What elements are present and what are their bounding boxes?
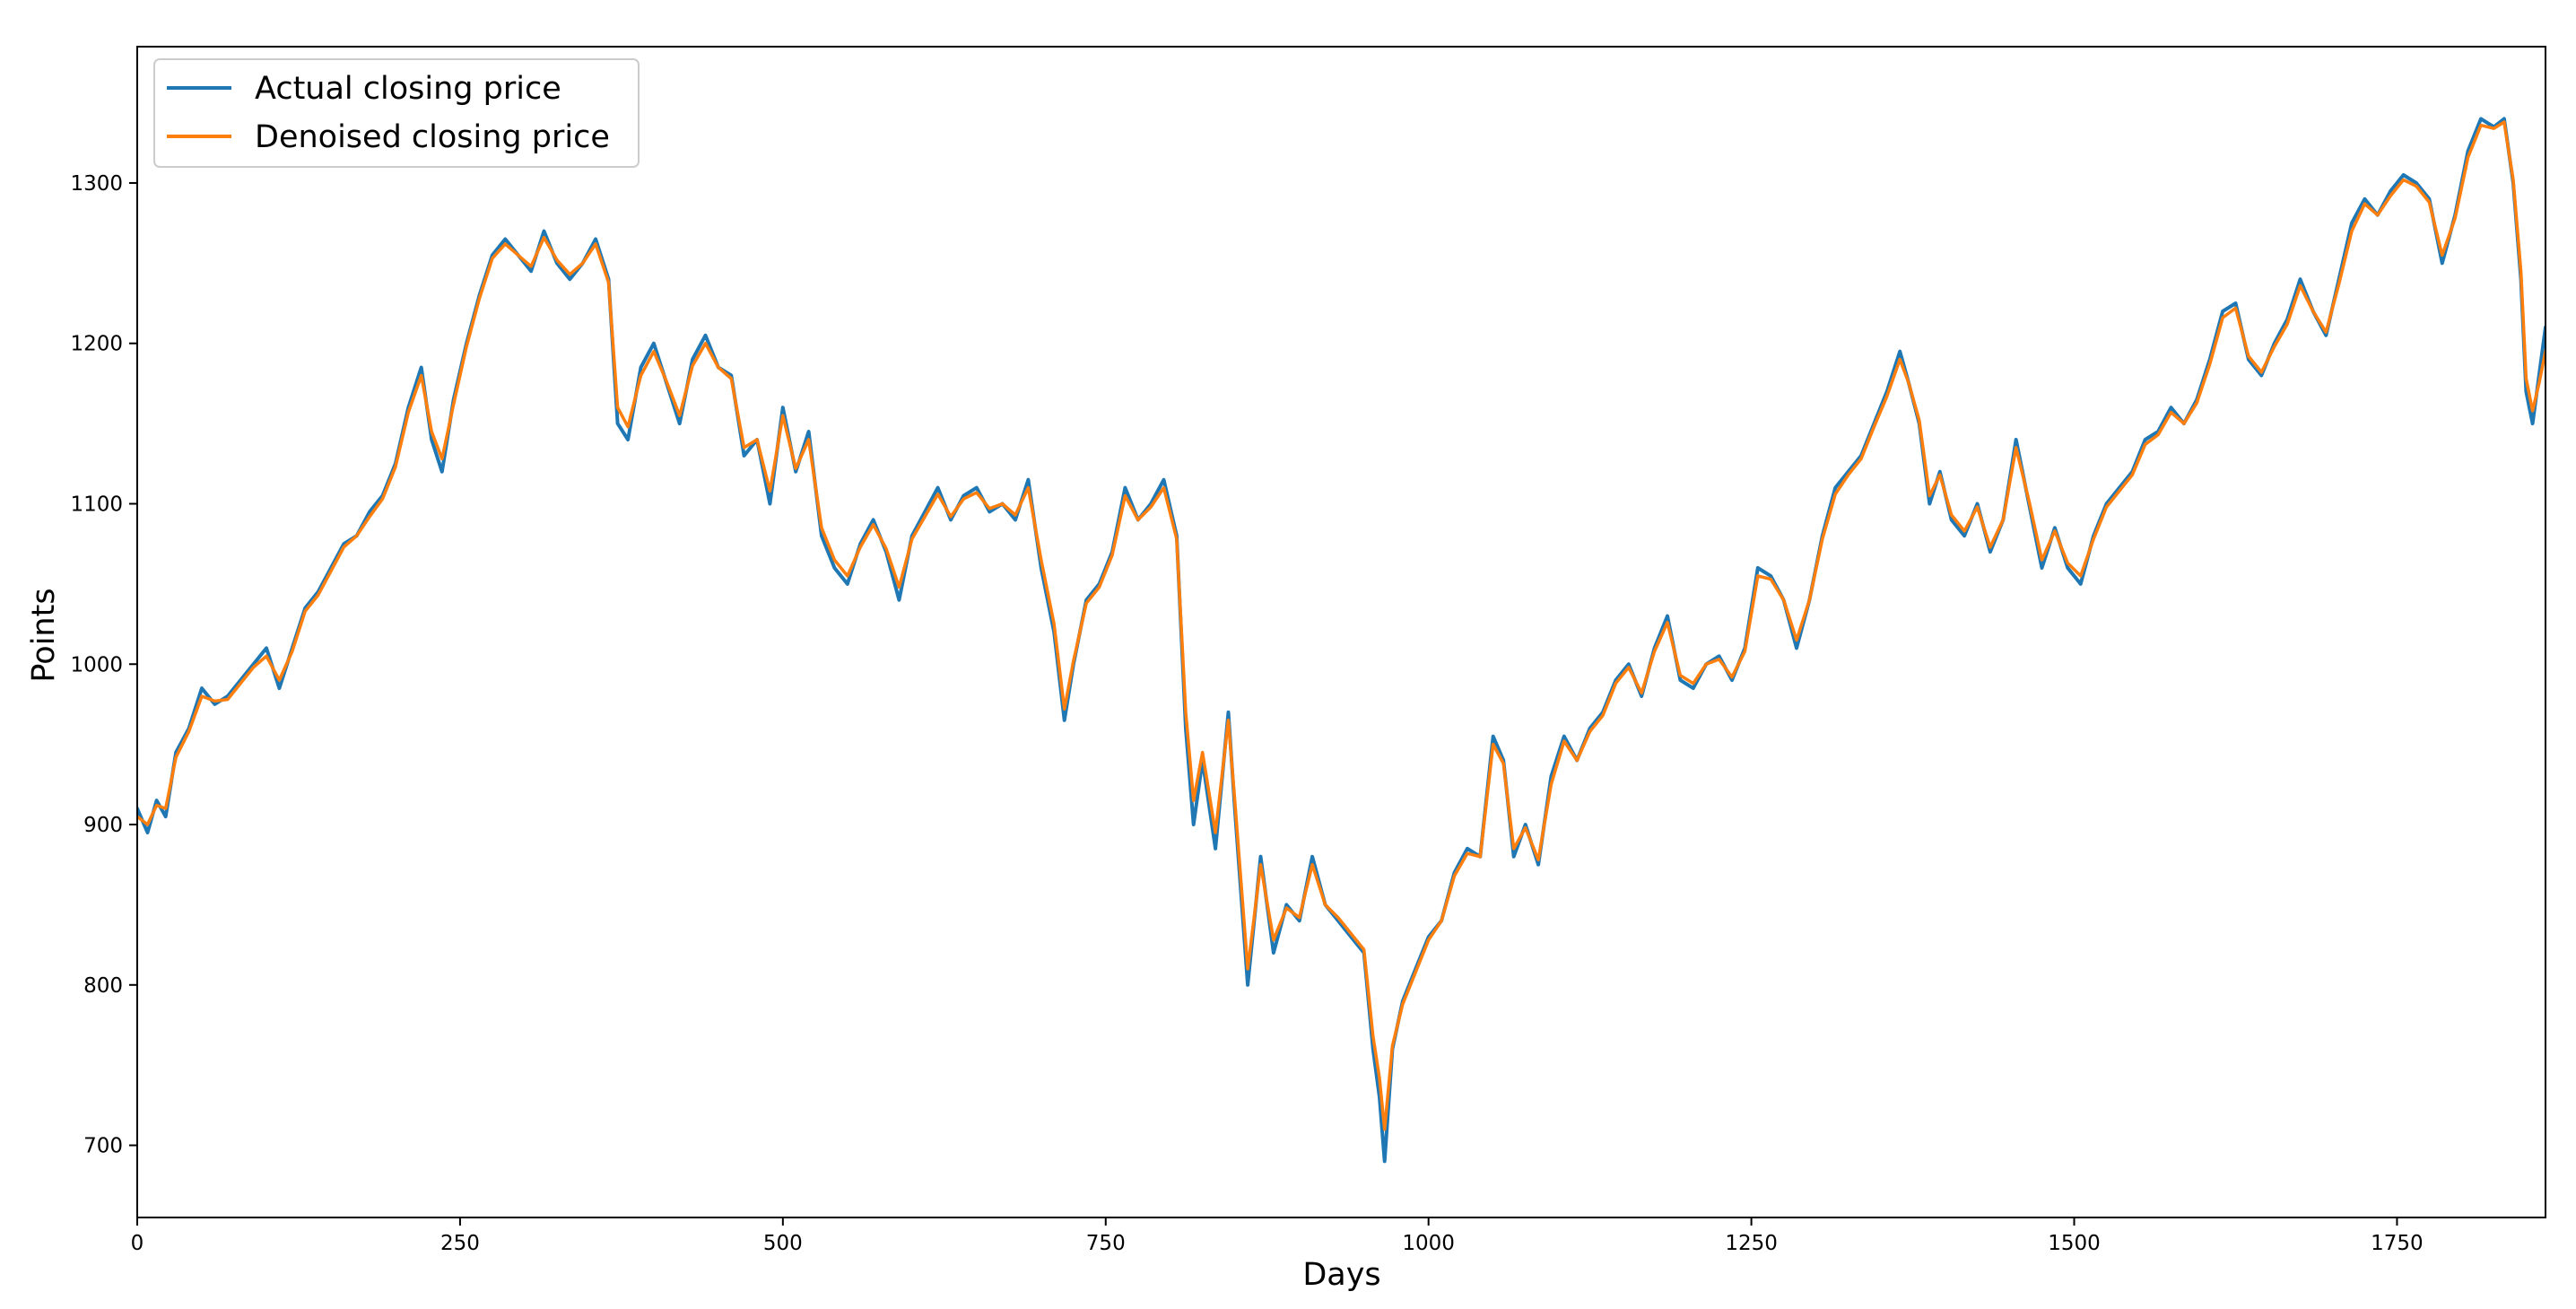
- y-tick-label: 1100: [70, 493, 123, 516]
- x-tick-label: 1750: [2371, 1232, 2424, 1255]
- x-tick-label: 250: [440, 1232, 480, 1255]
- x-axis-label: Days: [1302, 1257, 1380, 1293]
- x-tick-label: 0: [131, 1232, 144, 1255]
- legend-box: [153, 58, 640, 168]
- series-line-2: [137, 120, 2546, 1131]
- x-tick-label: 750: [1086, 1232, 1126, 1255]
- x-tick-label: 1250: [1725, 1232, 1778, 1255]
- x-tick-label: 1000: [1402, 1232, 1455, 1255]
- y-tick-label: 1300: [70, 172, 123, 196]
- y-tick-label: 1000: [70, 653, 123, 676]
- y-tick-label: 700: [83, 1135, 123, 1158]
- y-axis-label: Points: [26, 588, 62, 682]
- plot-frame: [136, 46, 2546, 1218]
- y-tick-label: 800: [83, 974, 123, 998]
- axes: 0 250 500 750 1000 1250 1500 1750 700 800 900 1000 1…: [70, 46, 2546, 1255]
- x-tick-label: 500: [763, 1232, 803, 1255]
- series-line-1: [137, 117, 2546, 1164]
- legend: Actual closing price Denoised closing pri…: [153, 58, 640, 168]
- x-tick-label: 1500: [2048, 1232, 2101, 1255]
- y-tick-label: 1200: [70, 333, 123, 356]
- series-lines: [137, 117, 2546, 1164]
- legend-label: Actual closing price: [255, 71, 561, 107]
- plot-area: [137, 117, 2546, 1164]
- y-tick-label: 900: [83, 814, 123, 837]
- legend-label: Denoised closing price: [255, 119, 610, 155]
